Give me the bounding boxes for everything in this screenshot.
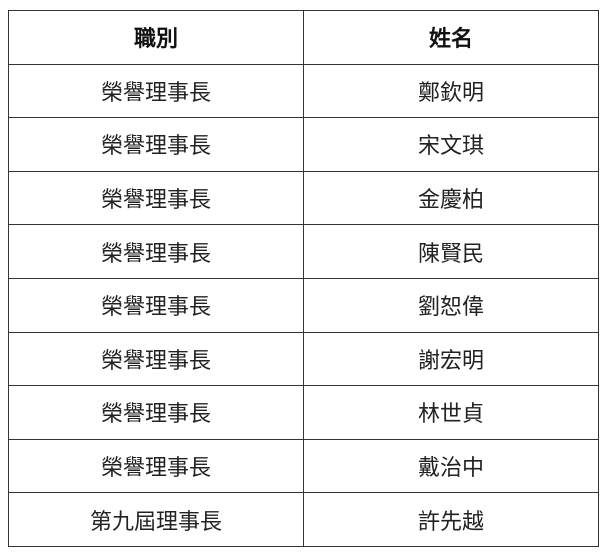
name-cell: 劉恕偉 — [303, 277, 599, 333]
table-row: 榮譽理事長 戴治中 — [8, 438, 599, 494]
title-cell: 榮譽理事長 — [8, 277, 304, 333]
title-cell: 第九屆理事長 — [8, 492, 304, 547]
title-cell: 榮譽理事長 — [8, 63, 304, 119]
name-cell: 金慶柏 — [303, 170, 599, 226]
header-name: 姓名 — [303, 10, 599, 65]
title-cell: 榮譽理事長 — [8, 331, 304, 387]
table-row: 榮譽理事長 陳賢民 — [8, 224, 599, 279]
name-cell: 宋文琪 — [303, 117, 599, 172]
name-cell: 林世貞 — [303, 385, 599, 440]
table-row: 第九屆理事長 許先越 — [8, 492, 599, 547]
header-title: 職別 — [8, 10, 304, 65]
table-row: 榮譽理事長 金慶柏 — [8, 170, 599, 226]
title-cell: 榮譽理事長 — [8, 170, 304, 226]
title-cell: 榮譽理事長 — [8, 224, 304, 279]
name-cell: 鄭欽明 — [303, 63, 599, 119]
title-cell: 榮譽理事長 — [8, 385, 304, 440]
table-row: 榮譽理事長 宋文琪 — [8, 117, 599, 172]
table-row: 榮譽理事長 鄭欽明 — [8, 63, 599, 119]
officers-table: 職別 姓名 榮譽理事長 鄭欽明 榮譽理事長 宋文琪 榮譽理事長 金慶柏 榮譽理事長 陳賢民 榮譽… — [8, 10, 599, 547]
table-row: 榮譽理事長 謝宏明 — [8, 331, 599, 387]
table-row: 榮譽理事長 劉恕偉 — [8, 277, 599, 333]
name-cell: 許先越 — [303, 492, 599, 547]
table-row: 榮譽理事長 林世貞 — [8, 385, 599, 440]
name-cell: 戴治中 — [303, 438, 599, 494]
name-cell: 陳賢民 — [303, 224, 599, 279]
name-cell: 謝宏明 — [303, 331, 599, 387]
title-cell: 榮譽理事長 — [8, 438, 304, 494]
table-header-row: 職別 姓名 — [8, 10, 599, 65]
title-cell: 榮譽理事長 — [8, 117, 304, 172]
